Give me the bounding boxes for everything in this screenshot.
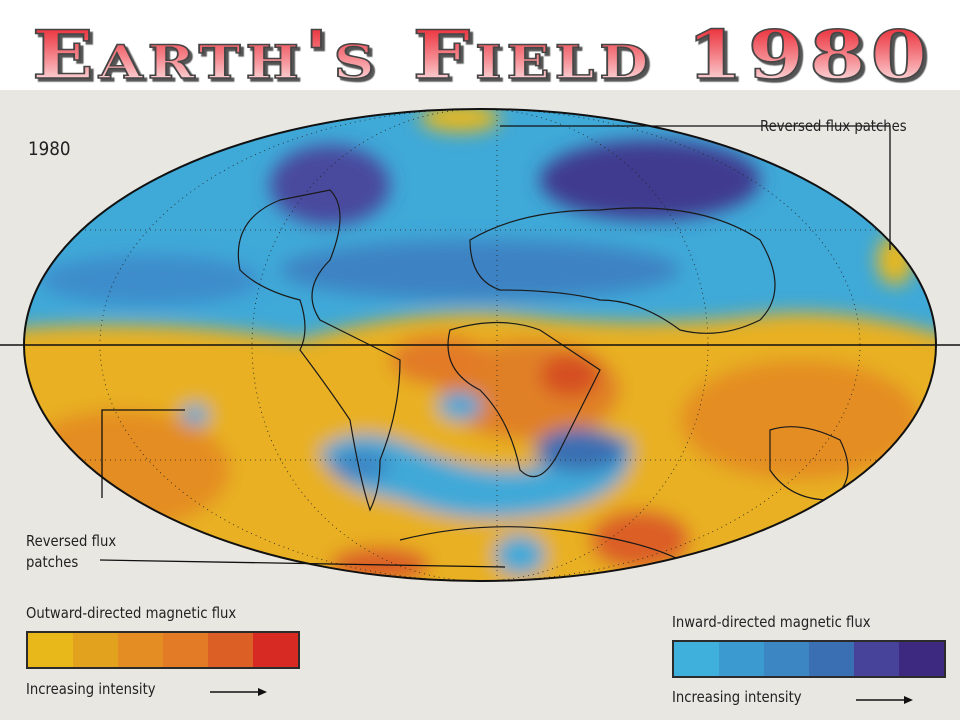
slide-title-area: Earth's Field 1980 xyxy=(0,0,960,90)
map-year-label: 1980 xyxy=(28,138,71,160)
callout-lines xyxy=(99,125,891,568)
outward-flux-color-scale xyxy=(26,631,300,669)
arrow-right-icon xyxy=(856,696,913,704)
arrow-right-icon xyxy=(210,688,267,696)
outward-legend-caption: Increasing intensity xyxy=(26,680,156,698)
magnetic-field-map-figure: 1980 Reversed flux patches Reversed flux… xyxy=(0,90,960,720)
flux-field xyxy=(24,109,936,581)
inward-legend-caption: Increasing intensity xyxy=(672,688,802,706)
outward-legend-title: Outward-directed magnetic flux xyxy=(26,604,237,622)
mollweide-map xyxy=(0,108,960,582)
inward-legend-title: Inward-directed magnetic flux xyxy=(672,613,871,631)
slide-title: Earth's Field 1980 xyxy=(31,15,932,90)
callout-reversed-flux-top: Reversed flux patches xyxy=(760,117,907,135)
slide-title-text: Earth's Field 1980 xyxy=(32,16,932,90)
inward-flux-color-scale xyxy=(672,640,946,678)
continent-outlines xyxy=(237,189,849,561)
callout-reversed-flux-bottom: Reversed flux patches xyxy=(26,532,117,571)
